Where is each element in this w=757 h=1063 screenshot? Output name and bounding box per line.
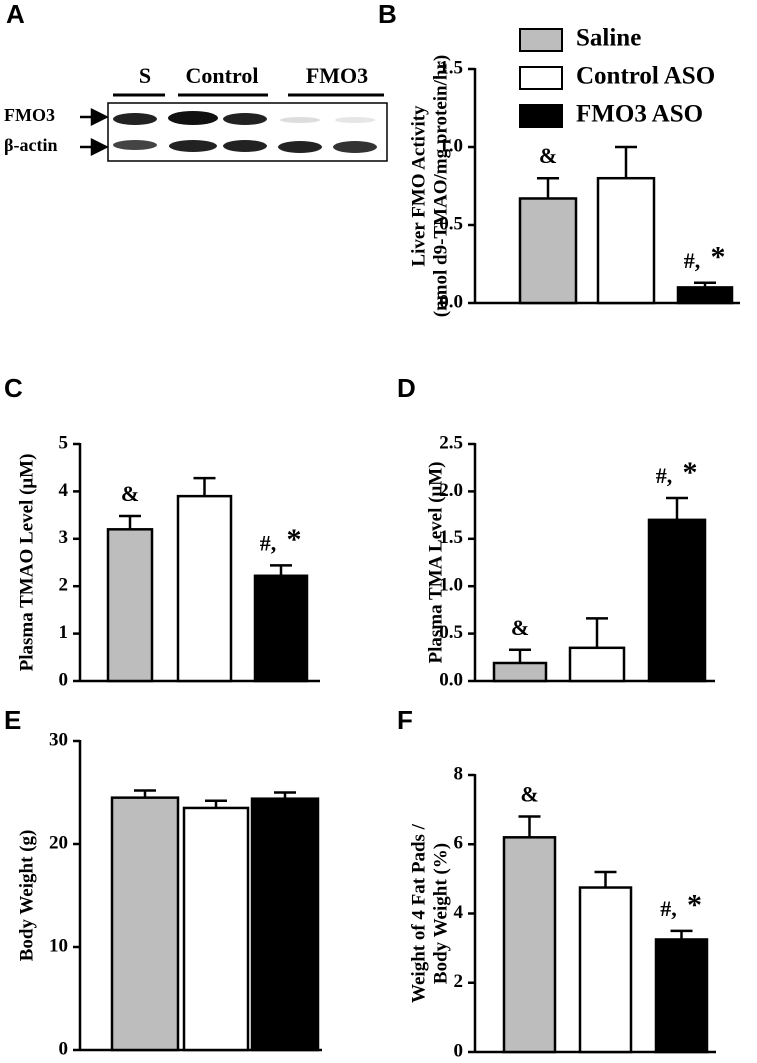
y-tick-label: 0 — [59, 669, 69, 690]
y-tick-label: 10 — [49, 935, 68, 956]
legend-label: Control ASO — [576, 63, 715, 90]
bar — [250, 797, 320, 1052]
bar — [110, 796, 180, 1052]
bar — [182, 806, 250, 1052]
significance-mark: #, — [656, 463, 673, 488]
significance-mark: * — [687, 889, 702, 922]
y-axis-label: Weight of 4 Fat Pads / — [408, 823, 429, 1003]
y-tick-label: 0.5 — [439, 213, 463, 234]
significance-mark: * — [683, 456, 698, 489]
bar — [253, 574, 309, 683]
significance-mark: * — [711, 241, 726, 274]
bar — [654, 938, 709, 1054]
panel-letter: B — [378, 0, 397, 29]
bar — [596, 176, 656, 305]
y-axis-label: Body Weight (g) — [16, 830, 37, 962]
blot-bands — [113, 111, 377, 153]
bar — [492, 661, 548, 683]
y-axis-label: Plasma TMAO Level (μM) — [16, 454, 37, 672]
y-tick-label: 2 — [59, 575, 69, 596]
panel-letter: E — [4, 705, 21, 735]
legend-swatch — [519, 28, 563, 52]
y-tick-label: 1.5 — [439, 57, 463, 78]
bar — [568, 646, 626, 683]
y-tick-label: 1.0 — [439, 575, 463, 596]
y-tick-label: 6 — [454, 833, 464, 854]
y-tick-label: 20 — [49, 832, 68, 853]
significance-mark: & — [520, 782, 538, 807]
y-tick-label: 30 — [49, 729, 68, 750]
y-tick-label: 0.0 — [439, 291, 463, 312]
y-tick-label: 1.0 — [439, 135, 463, 156]
lane-label: FMO3 — [306, 63, 368, 88]
panel-letter: C — [4, 373, 23, 403]
significance-mark: #, — [660, 896, 677, 921]
y-tick-label: 1 — [59, 622, 69, 643]
legend-label: Saline — [576, 25, 641, 52]
y-tick-label: 2.0 — [439, 480, 463, 501]
y-tick-label: 0.0 — [439, 669, 463, 690]
significance-mark: & — [121, 481, 139, 506]
row-arrows — [80, 107, 109, 157]
panel-letter: F — [397, 705, 413, 735]
row-label: β-actin — [4, 135, 57, 155]
bar — [502, 836, 557, 1054]
y-tick-label: 4 — [59, 480, 69, 501]
y-tick-label: 0.5 — [439, 622, 463, 643]
lane-label: Control — [186, 63, 259, 88]
y-tick-label: 0 — [59, 1038, 69, 1059]
significance-mark: #, — [684, 248, 701, 273]
bar — [518, 197, 578, 305]
y-tick-label: 1.5 — [439, 527, 463, 548]
lane-label: S — [139, 63, 151, 88]
y-tick-label: 5 — [59, 432, 69, 453]
significance-mark: & — [539, 143, 557, 168]
y-tick-label: 2 — [454, 971, 464, 992]
legend-label: FMO3 ASO — [576, 101, 703, 128]
bar — [176, 494, 233, 683]
row-label: FMO3 — [4, 105, 55, 125]
y-tick-label: 8 — [454, 763, 464, 784]
y-axis-label: Body Weight (%) — [430, 843, 451, 984]
bar — [676, 286, 734, 305]
y-axis-label: Plasma TMA Level (μM) — [425, 462, 446, 664]
legend-swatch — [519, 66, 563, 90]
y-tick-label: 3 — [59, 527, 69, 548]
significance-mark: #, — [260, 530, 277, 555]
panel-letter: D — [397, 373, 416, 403]
y-axis-label: (nmol d9-TMAO/mg protein/hr) — [430, 55, 451, 317]
bar — [647, 518, 707, 683]
significance-mark: * — [287, 523, 302, 556]
legend-swatch — [519, 104, 563, 128]
bar — [578, 886, 633, 1054]
y-tick-label: 2.5 — [439, 432, 463, 453]
y-tick-label: 0 — [454, 1040, 464, 1061]
panel-letter: A — [6, 0, 25, 29]
significance-mark: & — [511, 615, 529, 640]
bar — [106, 528, 154, 683]
y-tick-label: 4 — [454, 902, 464, 923]
y-axis-label: Liver FMO Activity — [408, 105, 429, 267]
